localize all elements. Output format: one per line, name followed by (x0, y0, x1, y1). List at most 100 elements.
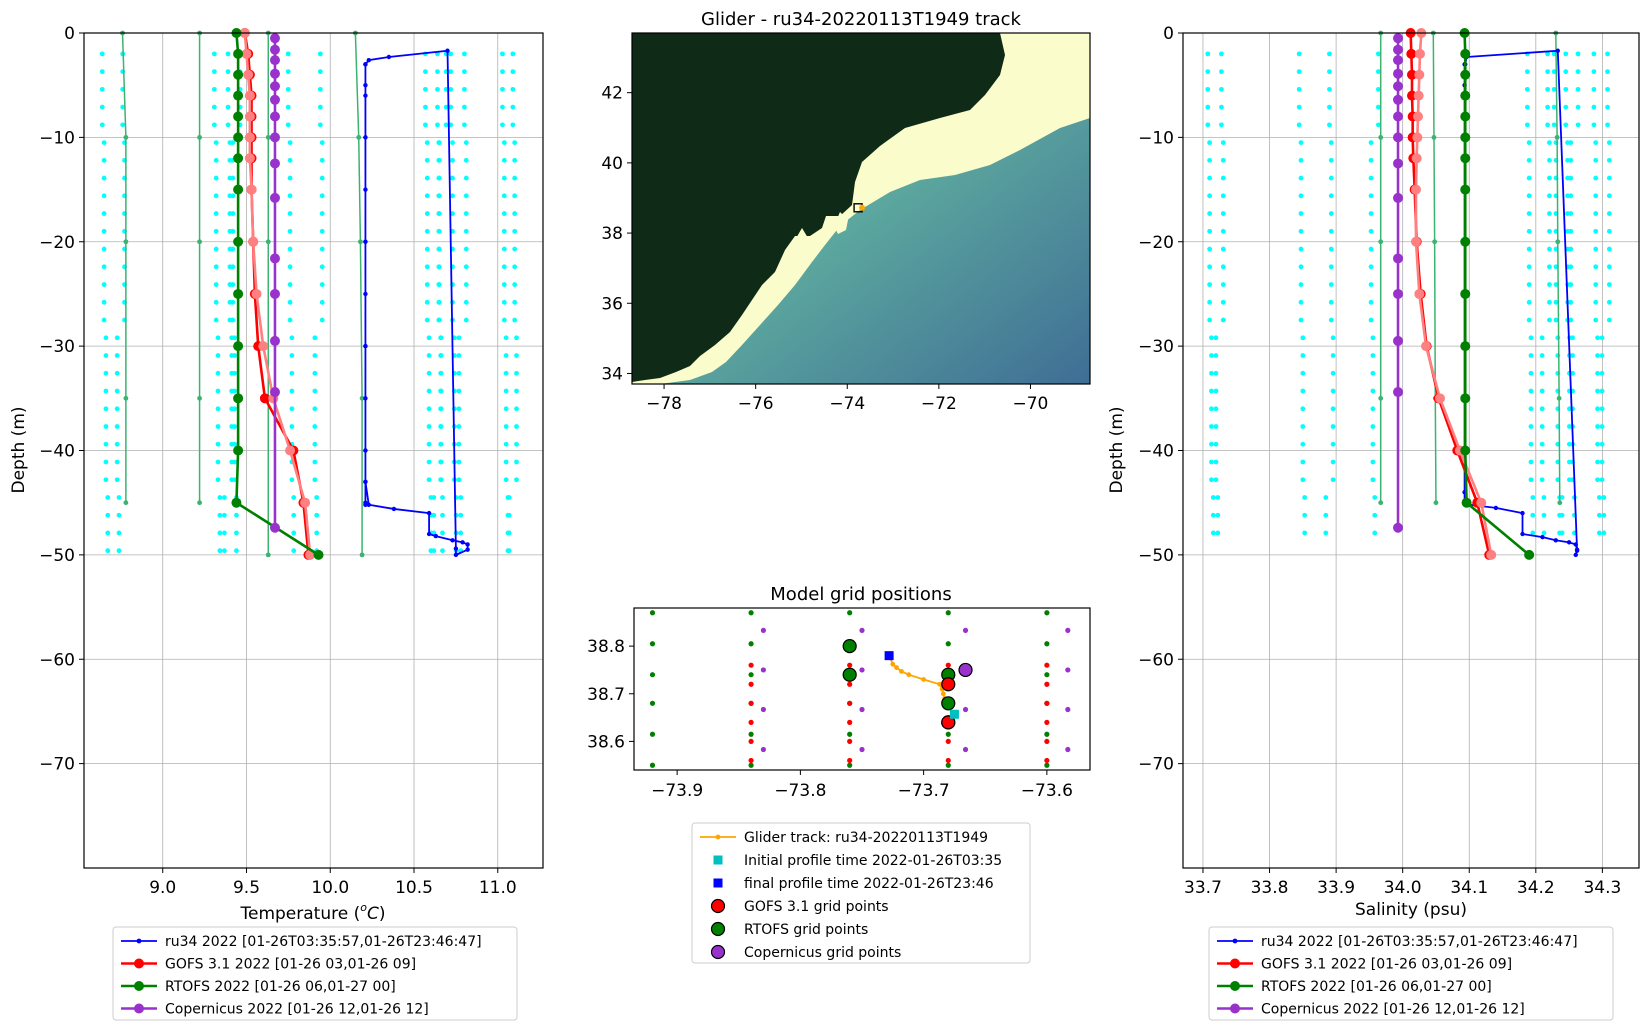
temperature-cyan-point (285, 69, 291, 75)
salinity-series-point (1573, 552, 1578, 558)
temperature-cyan-point (423, 122, 428, 128)
salinity-cyan-point (1368, 228, 1374, 234)
salinity-cyan-point (1563, 51, 1569, 57)
salinity-cyan-point (1547, 228, 1552, 234)
grid-positions-frame (633, 607, 1091, 771)
temperature-cyan-point (215, 477, 221, 483)
temperature-series-point (269, 55, 280, 66)
salinity-xtick-label: 34.2 (1517, 878, 1555, 898)
salinity-cyan-point (1593, 175, 1599, 181)
salinity-cyan-point (1302, 512, 1308, 518)
temperature-cyan-point (312, 388, 318, 394)
temperature-cyan-point (215, 441, 221, 447)
salinity-xtick-label: 33.8 (1251, 878, 1289, 898)
temperature-series-point (363, 239, 368, 244)
temperature-cyan-point (456, 406, 462, 412)
temperature-cyan-point (101, 317, 107, 323)
temperature-series-point (363, 93, 368, 98)
salinity-cyan-point (1575, 122, 1581, 128)
temperature-cyan-point (512, 228, 518, 234)
temperature-cyan-point (101, 228, 107, 234)
salinity-cyan-point (1300, 370, 1306, 376)
temperature-cyan-point (221, 495, 227, 500)
gofs-grid-point (847, 700, 853, 706)
temperature-cyan-point (512, 246, 518, 252)
glider-track-point (899, 668, 904, 674)
salinity-cyan-point (1541, 512, 1547, 518)
copernicus-grid-point (962, 746, 969, 753)
temperature-cyan-point (101, 282, 107, 287)
temperature-cyan-point (230, 282, 236, 287)
salinity-series-point (1460, 69, 1471, 80)
temperature-cyan-point (450, 157, 455, 163)
grid-positions-points (649, 610, 1071, 768)
temperature-legend-marker (134, 958, 144, 969)
salinity-cyan-point (1213, 335, 1219, 341)
salinity-cyan-point (1327, 51, 1332, 57)
gofs-grid-point (945, 662, 951, 668)
gofs-grid-point (847, 681, 853, 687)
salinity-cyan-point (1298, 175, 1304, 181)
temperature-cyan-point (438, 424, 444, 429)
temperature-cyan-point (510, 51, 516, 57)
temperature-cyan-point (289, 424, 295, 429)
rtofs-grid-point (945, 641, 951, 647)
salinity-series-point (1393, 387, 1404, 398)
temperature-yticks: 0 −10 −20 −30 −40 −50 −60 −70 (39, 24, 84, 775)
grid-positions-xtick-label: −73.9 (651, 781, 703, 801)
salinity-cyan-point (1372, 512, 1378, 518)
salinity-legend-marker (1230, 1003, 1240, 1014)
gofs-grid-point (1044, 681, 1050, 687)
temperature-series-point (269, 68, 280, 79)
gofs-grid-point (1044, 700, 1050, 706)
temperature-cyan-point (500, 51, 505, 57)
temperature-cyan-point (217, 530, 223, 536)
temperature-cyan-point (436, 140, 442, 145)
temperature-cyan-point (221, 512, 227, 518)
salinity-cyan-point (1605, 104, 1610, 110)
salinity-cyan-point (1207, 193, 1213, 199)
salinity-cyan-point (1524, 122, 1530, 128)
grid-positions-legend-label: GOFS 3.1 grid points (744, 899, 889, 915)
temperature-cyan-point (506, 548, 512, 554)
salinity-xticks: 33.7 33.8 33.9 34.0 34.1 34.2 34.3 (1184, 868, 1621, 898)
salinity-cyan-point (1568, 140, 1574, 145)
temperature-cyan-point (312, 477, 318, 483)
temperature-cyan-point (503, 370, 509, 376)
temperature-series-point (233, 132, 244, 143)
salinity-seagreen-point (1378, 395, 1384, 401)
salinity-cyan-point (1323, 530, 1329, 536)
temperature-cyan-point (501, 317, 507, 323)
temperature-cyan-point (436, 228, 442, 234)
temperature-cyan-point (426, 441, 432, 447)
salinity-cyan-point (1323, 495, 1329, 500)
temperature-series-point (269, 335, 280, 346)
salinity-cyan-point (1545, 69, 1551, 75)
salinity-cyan-point (1551, 104, 1557, 110)
salinity-cyan-point (1526, 282, 1532, 287)
temperature-cyan-point (232, 353, 238, 358)
salinity-cyan-point (1547, 157, 1552, 163)
temperature-cyan-point (448, 104, 454, 110)
temperature-cyan-point (426, 424, 432, 429)
salinity-cyan-point (1327, 122, 1332, 128)
salinity-series-point (1520, 531, 1525, 537)
salinity-cyan-point (1207, 140, 1213, 145)
glider-track-point (940, 691, 946, 697)
temperature-cyan-point (213, 228, 219, 234)
salinity-series-point (1460, 153, 1471, 164)
temperature-cyan-point (120, 104, 126, 110)
temperature-cyan-point (114, 406, 120, 412)
temperature-cyan-point (440, 512, 445, 518)
temperature-cyan-point (312, 441, 318, 447)
rtofs-selected-point (842, 639, 857, 654)
temperature-cyan-point (213, 264, 219, 270)
temperature-legend-marker (134, 1003, 144, 1014)
temperature-cyan-point (101, 211, 107, 216)
salinity-cyan-point (1591, 51, 1597, 57)
temperature-cyan-point (426, 477, 432, 483)
temperature-cyan-point (217, 495, 223, 500)
gofs-grid-point (748, 700, 754, 706)
salinity-cyan-point (1593, 140, 1599, 145)
temperature-xlabel: Temperature (oC) (240, 901, 386, 924)
